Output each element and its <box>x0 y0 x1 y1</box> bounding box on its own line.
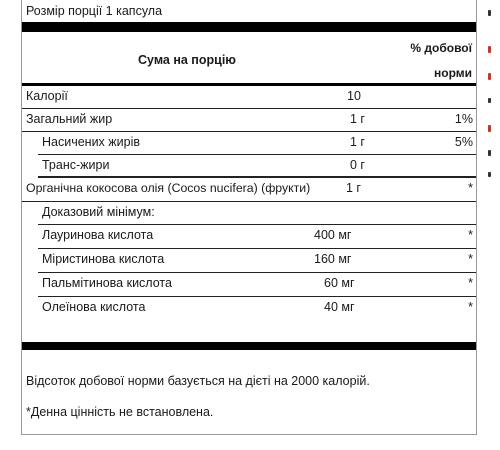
ingredient-amount: 400 мг <box>314 228 352 242</box>
row-divider <box>22 131 476 132</box>
cropped-edge-text <box>480 0 500 450</box>
ingredient-label: Доказовий мінімум: <box>42 205 155 219</box>
nutrient-amount: 1 г <box>350 135 365 149</box>
amount-per-serving-header: Сума на порцію <box>138 53 236 67</box>
nutrient-label: Загальний жир <box>26 112 113 126</box>
ingredient-label: Лауринова кислота <box>42 228 154 242</box>
ingredient-daily-value: * <box>468 181 473 195</box>
row-divider <box>38 272 476 273</box>
ingredient-amount: 40 мг <box>324 300 355 314</box>
nutrient-label: Насичених жирів <box>42 135 140 149</box>
ingredient-amount: 1 г <box>346 181 361 195</box>
ingredient-daily-value: * <box>468 300 473 314</box>
ingredient-label: Олеїнова кислота <box>42 300 146 314</box>
nutrient-amount: 10 <box>347 89 361 103</box>
row-divider <box>38 176 476 178</box>
not-established-footnote: *Денна цінність не встановлена. <box>26 405 214 419</box>
supplement-facts-panel: Розмір порції 1 капсула Сума на порцію %… <box>21 0 477 435</box>
thick-divider-bottom <box>22 342 476 350</box>
nutrient-amount: 0 г <box>350 158 365 172</box>
nutrient-row-saturated-fat: Насичених жирів 1 г 5% <box>22 132 476 155</box>
header-divider <box>22 83 476 86</box>
ingredient-daily-value: * <box>468 276 473 290</box>
nutrient-row-calories: Калорії 10 <box>22 86 476 109</box>
ingredient-row-lauric-acid: Лауринова кислота 400 мг * <box>22 225 476 249</box>
ingredient-row-myristic-acid: Міристинова кислота 160 мг * <box>22 249 476 273</box>
daily-value-header-line2: норми <box>433 66 472 80</box>
ingredient-amount: 60 мг <box>324 276 355 290</box>
ingredient-row-palmitic-acid: Пальмітинова кислота 60 мг * <box>22 273 476 297</box>
ingredient-label: Пальмітинова кислота <box>42 276 172 290</box>
row-divider <box>38 296 476 297</box>
ingredient-row-evidence-minimum: Доказовий мінімум: <box>22 202 476 225</box>
ingredient-row-coconut-oil: Органічна кокосова олія (Cocos nucifera)… <box>22 178 476 202</box>
ingredient-daily-value: * <box>468 252 473 266</box>
nutrient-daily-value: 1% <box>454 112 473 126</box>
nutrient-label: Транс-жири <box>42 158 110 172</box>
serving-size: Розмір порції 1 капсула <box>26 4 163 18</box>
daily-value-header-line1: % добової <box>410 41 472 55</box>
row-divider <box>38 224 476 225</box>
ingredient-daily-value: * <box>468 228 473 242</box>
row-divider <box>22 108 476 109</box>
ingredient-row-oleic-acid: Олеїнова кислота 40 мг * <box>22 297 476 321</box>
row-divider <box>38 248 476 249</box>
row-divider <box>38 154 476 155</box>
nutrient-row-total-fat: Загальний жир 1 г 1% <box>22 109 476 132</box>
nutrient-daily-value: 5% <box>454 135 473 149</box>
thick-divider-top <box>22 22 476 32</box>
ingredient-label: Органічна кокосова олія (Cocos nucifera)… <box>26 181 311 195</box>
nutrient-row-trans-fat: Транс-жири 0 г <box>22 155 476 178</box>
ingredient-label: Міристинова кислота <box>42 252 165 266</box>
nutrient-label: Калорії <box>26 89 68 103</box>
row-divider <box>22 201 476 202</box>
ingredient-amount: 160 мг <box>314 252 352 266</box>
daily-value-footnote: Відсоток добової норми базується на дієт… <box>26 374 370 388</box>
nutrient-amount: 1 г <box>350 112 365 126</box>
